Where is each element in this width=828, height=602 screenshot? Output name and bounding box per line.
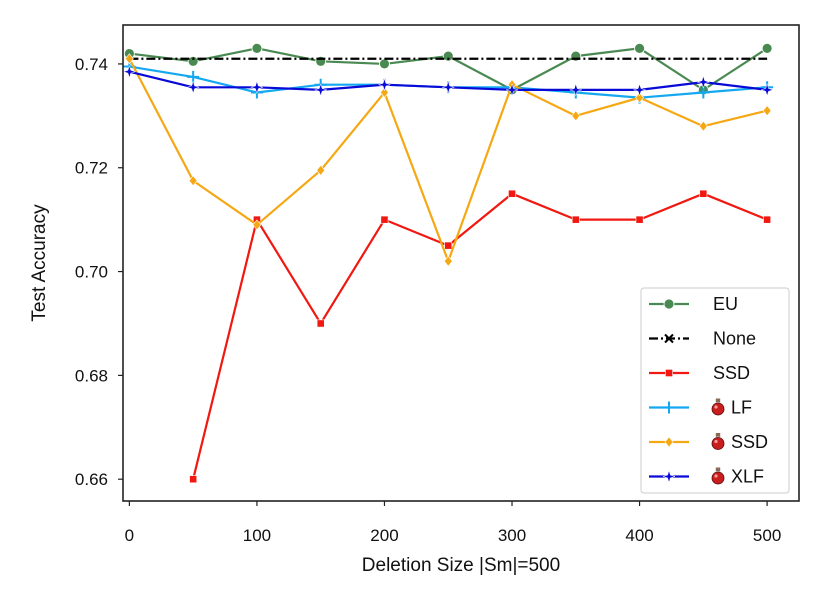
point-ssd-4-2 (252, 219, 262, 231)
point-ssd-2-5 (508, 189, 516, 198)
point-ssd-2-2 (316, 319, 325, 328)
legend-label: LF (731, 398, 752, 418)
point-ssd-2-9 (763, 215, 772, 224)
legend-item-ssd-2: SSD (649, 363, 750, 383)
y-tick-label: 0.74 (75, 55, 108, 74)
point-ssd-4-0 (124, 53, 134, 65)
legend-label: SSD (731, 432, 768, 452)
legend-item-eu-0: EU (649, 294, 738, 314)
point-ssd-4-4 (380, 87, 389, 98)
legend-item-none-1: None (649, 329, 756, 349)
potion-icon (711, 398, 725, 416)
legend-marker (664, 436, 674, 448)
point-ssd-2-4 (444, 241, 453, 250)
legend-marker (663, 401, 675, 414)
y-axis-label: Test Accuracy (29, 204, 50, 322)
point-xlf-5-6 (505, 83, 519, 97)
point-xlf-5-4 (377, 77, 392, 92)
y-axis: 0.66 0.68 0.70 0.72 0.74 (75, 55, 123, 489)
point-xlf-5-0 (123, 64, 137, 79)
point-eu-0-10 (761, 42, 773, 54)
point-ssd-4-9 (698, 120, 708, 132)
point-eu-0-2 (251, 42, 263, 54)
point-ssd-4-1 (188, 175, 198, 187)
point-xlf-5-1 (186, 80, 200, 95)
legend-box (640, 287, 790, 494)
point-ssd-4-8 (635, 92, 644, 104)
point-eu-0-5 (442, 50, 454, 62)
point-ssd-4-7 (571, 110, 581, 122)
point-ssd-2-3 (380, 215, 389, 224)
point-ssd-2-0 (189, 475, 198, 484)
point-xlf-5-5 (441, 80, 456, 95)
series-line-ssd-2 (192, 192, 768, 480)
legend-marker (662, 469, 676, 484)
point-xlf-5-7 (568, 83, 583, 97)
x-tick-label: 200 (370, 526, 398, 545)
point-ssd-2-7 (635, 215, 644, 224)
point-xlf-5-3 (313, 83, 328, 97)
point-ssd-4-10 (762, 105, 772, 117)
legend-label: EU (713, 294, 738, 314)
point-ssd-2-8 (699, 189, 708, 198)
legend-item-lf-3: LF (649, 398, 752, 418)
series-layer (123, 42, 774, 484)
legend-item-ssd-4: SSD (649, 432, 768, 452)
point-xlf-5-8 (632, 83, 647, 97)
x-tick-label: 500 (753, 526, 781, 545)
x-tick-label: 400 (625, 526, 653, 545)
point-xlf-5-2 (250, 80, 264, 95)
point-xlf-5-10 (760, 83, 774, 97)
legend-label: None (713, 329, 756, 349)
x-tick-label: 300 (498, 526, 526, 545)
legend: EU None SSD LF SSD XLF (640, 287, 790, 494)
legend-marker (665, 369, 673, 377)
legend-marker (664, 333, 674, 344)
legend-marker (663, 298, 675, 310)
legend-item-xlf-5: XLF (649, 467, 764, 487)
legend-label: SSD (713, 363, 750, 383)
plot-frame (122, 24, 800, 502)
potion-icon (711, 467, 725, 485)
point-ssd-2-6 (571, 215, 580, 224)
legend-label: XLF (731, 467, 764, 487)
y-tick-label: 0.66 (75, 470, 108, 489)
potion-icon (711, 433, 725, 450)
x-axis: 0 100 200 300 400 500 (125, 501, 781, 545)
y-tick-label: 0.68 (75, 366, 108, 385)
y-tick-label: 0.72 (75, 159, 108, 178)
point-xlf-5-9 (696, 75, 711, 89)
point-ssd-4-3 (316, 164, 326, 176)
x-tick-label: 0 (125, 526, 134, 545)
point-eu-0-8 (634, 42, 645, 54)
x-tick-label: 100 (243, 526, 271, 545)
y-tick-label: 0.70 (75, 263, 108, 282)
point-eu-0-4 (379, 58, 390, 70)
x-axis-label: Deletion Size |Sm|=500 (362, 555, 560, 576)
series-xlf-5 (123, 64, 774, 97)
point-eu-0-1 (187, 55, 199, 67)
point-ssd-4-5 (443, 255, 453, 267)
